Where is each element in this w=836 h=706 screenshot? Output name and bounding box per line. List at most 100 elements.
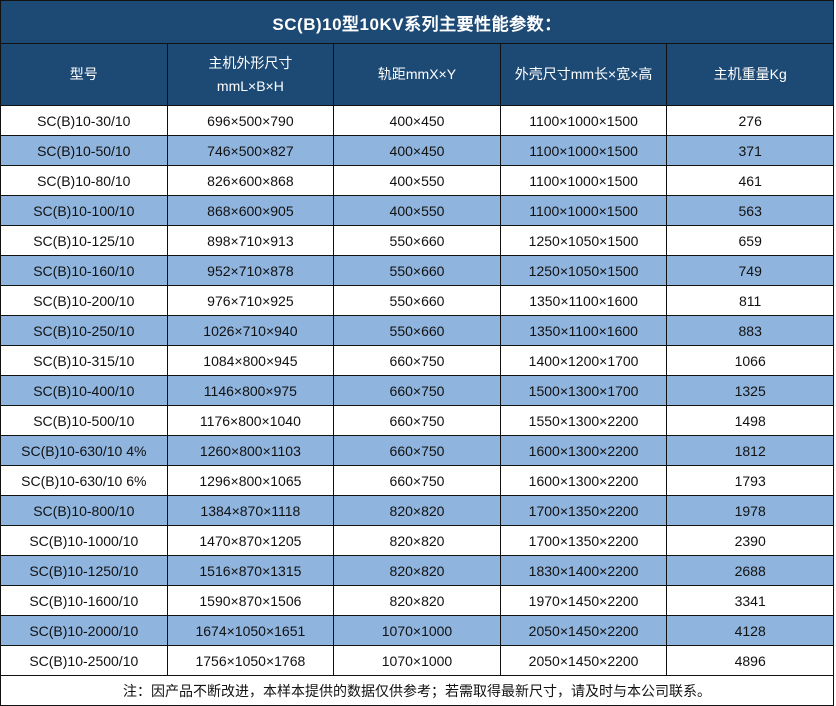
table-row: SC(B)10-80/10 826×600×868 400×550 1100×1…	[0, 165, 834, 196]
cell-model: SC(B)10-315/10	[0, 345, 168, 376]
cell-enclosure: 1600×1300×2200	[499, 465, 668, 496]
cell-enclosure: 1350×1100×1600	[499, 315, 668, 346]
cell-weight: 2390	[666, 525, 834, 556]
table-row: SC(B)10-250/10 1026×710×940 550×660 1350…	[0, 315, 834, 346]
cell-weight: 659	[666, 225, 834, 256]
cell-gauge: 820×820	[333, 555, 501, 586]
cell-model: SC(B)10-125/10	[0, 225, 168, 256]
cell-gauge: 550×660	[333, 255, 501, 286]
cell-gauge: 1070×1000	[333, 645, 501, 676]
cell-model: SC(B)10-2500/10	[0, 645, 168, 676]
cell-dimensions: 1146×800×975	[166, 375, 335, 406]
table-row: SC(B)10-1000/10 1470×870×1205 820×820 17…	[0, 525, 834, 556]
table-row: SC(B)10-2500/10 1756×1050×1768 1070×1000…	[0, 645, 834, 676]
cell-model: SC(B)10-50/10	[0, 135, 168, 166]
cell-gauge: 400×550	[333, 165, 501, 196]
cell-model: SC(B)10-500/10	[0, 405, 168, 436]
cell-dimensions: 746×500×827	[166, 135, 335, 166]
column-header-enclosure: 外壳尺寸mm长×宽×高	[499, 43, 668, 106]
table-row: SC(B)10-400/10 1146×800×975 660×750 1500…	[0, 375, 834, 406]
cell-model: SC(B)10-1600/10	[0, 585, 168, 616]
cell-model: SC(B)10-400/10	[0, 375, 168, 406]
page-title: SC(B)10型10KV系列主要性能参数：	[0, 0, 834, 43]
cell-model: SC(B)10-630/10 6%	[0, 465, 168, 496]
cell-weight: 811	[666, 285, 834, 316]
cell-dimensions: 952×710×878	[166, 255, 335, 286]
cell-weight: 3341	[666, 585, 834, 616]
table-header-row: 型号 主机外形尺寸 mmL×B×H 轨距mmX×Y 外壳尺寸mm长×宽×高 主机…	[0, 43, 834, 106]
cell-weight: 749	[666, 255, 834, 286]
cell-weight: 1325	[666, 375, 834, 406]
cell-weight: 883	[666, 315, 834, 346]
cell-gauge: 820×820	[333, 585, 501, 616]
cell-enclosure: 1600×1300×2200	[499, 435, 668, 466]
cell-dimensions: 826×600×868	[166, 165, 335, 196]
cell-enclosure: 1100×1000×1500	[499, 135, 668, 166]
table-row: SC(B)10-1250/10 1516×870×1315 820×820 18…	[0, 555, 834, 586]
cell-model: SC(B)10-30/10	[0, 105, 168, 136]
cell-enclosure: 1400×1200×1700	[499, 345, 668, 376]
table-row: SC(B)10-630/10 6% 1296×800×1065 660×750 …	[0, 465, 834, 496]
cell-model: SC(B)10-630/10 4%	[0, 435, 168, 466]
cell-gauge: 550×660	[333, 315, 501, 346]
cell-enclosure: 1970×1450×2200	[499, 585, 668, 616]
cell-dimensions: 1296×800×1065	[166, 465, 335, 496]
cell-model: SC(B)10-1000/10	[0, 525, 168, 556]
cell-enclosure: 1100×1000×1500	[499, 105, 668, 136]
cell-model: SC(B)10-80/10	[0, 165, 168, 196]
cell-gauge: 550×660	[333, 285, 501, 316]
cell-enclosure: 1250×1050×1500	[499, 255, 668, 286]
table-row: SC(B)10-50/10 746×500×827 400×450 1100×1…	[0, 135, 834, 166]
cell-dimensions: 868×600×905	[166, 195, 335, 226]
cell-gauge: 550×660	[333, 225, 501, 256]
column-header-dimensions: 主机外形尺寸 mmL×B×H	[166, 43, 335, 106]
cell-enclosure: 1250×1050×1500	[499, 225, 668, 256]
cell-weight: 1498	[666, 405, 834, 436]
cell-dimensions: 1026×710×940	[166, 315, 335, 346]
cell-dimensions: 1384×870×1118	[166, 495, 335, 526]
cell-weight: 461	[666, 165, 834, 196]
cell-weight: 4128	[666, 615, 834, 646]
cell-weight: 1812	[666, 435, 834, 466]
cell-dimensions: 1176×800×1040	[166, 405, 335, 436]
column-header-model: 型号	[0, 43, 168, 106]
table-row: SC(B)10-630/10 4% 1260×800×1103 660×750 …	[0, 435, 834, 466]
table-row: SC(B)10-200/10 976×710×925 550×660 1350×…	[0, 285, 834, 316]
cell-weight: 1793	[666, 465, 834, 496]
cell-weight: 1978	[666, 495, 834, 526]
cell-enclosure: 1700×1350×2200	[499, 525, 668, 556]
cell-gauge: 400×550	[333, 195, 501, 226]
table-row: SC(B)10-1600/10 1590×870×1506 820×820 19…	[0, 585, 834, 616]
cell-gauge: 660×750	[333, 435, 501, 466]
cell-weight: 276	[666, 105, 834, 136]
cell-dimensions: 1260×800×1103	[166, 435, 335, 466]
cell-model: SC(B)10-1250/10	[0, 555, 168, 586]
cell-model: SC(B)10-200/10	[0, 285, 168, 316]
cell-enclosure: 2050×1450×2200	[499, 645, 668, 676]
cell-gauge: 660×750	[333, 405, 501, 436]
cell-gauge: 820×820	[333, 525, 501, 556]
cell-gauge: 660×750	[333, 345, 501, 376]
table-row: SC(B)10-125/10 898×710×913 550×660 1250×…	[0, 225, 834, 256]
cell-enclosure: 1350×1100×1600	[499, 285, 668, 316]
cell-model: SC(B)10-2000/10	[0, 615, 168, 646]
footer-note: 注：因产品不断改进，本样本提供的数据仅供参考；若需取得最新尺寸，请及时与本公司联…	[0, 675, 834, 706]
cell-dimensions: 976×710×925	[166, 285, 335, 316]
cell-gauge: 1070×1000	[333, 615, 501, 646]
cell-weight: 4896	[666, 645, 834, 676]
cell-gauge: 660×750	[333, 375, 501, 406]
cell-enclosure: 1100×1000×1500	[499, 165, 668, 196]
cell-weight: 1066	[666, 345, 834, 376]
cell-dimensions: 1084×800×945	[166, 345, 335, 376]
cell-gauge: 400×450	[333, 105, 501, 136]
cell-gauge: 660×750	[333, 465, 501, 496]
cell-dimensions: 1516×870×1315	[166, 555, 335, 586]
cell-enclosure: 1550×1300×2200	[499, 405, 668, 436]
cell-weight: 2688	[666, 555, 834, 586]
table-row: SC(B)10-2000/10 1674×1050×1651 1070×1000…	[0, 615, 834, 646]
cell-enclosure: 1830×1400×2200	[499, 555, 668, 586]
table-row: SC(B)10-100/10 868×600×905 400×550 1100×…	[0, 195, 834, 226]
cell-gauge: 820×820	[333, 495, 501, 526]
cell-model: SC(B)10-160/10	[0, 255, 168, 286]
